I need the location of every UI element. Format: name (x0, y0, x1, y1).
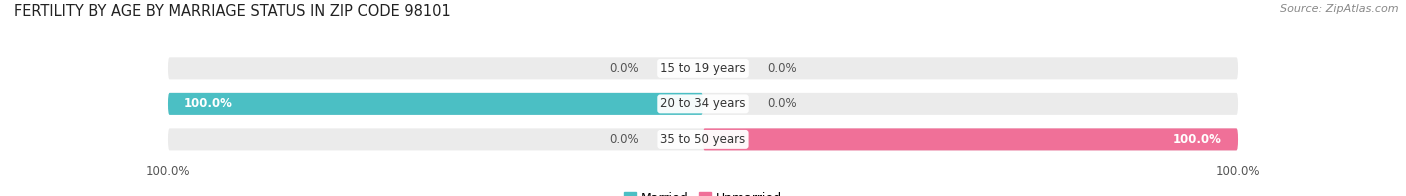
Text: 100.0%: 100.0% (184, 97, 233, 110)
FancyBboxPatch shape (703, 128, 1239, 150)
Text: 35 to 50 years: 35 to 50 years (661, 133, 745, 146)
Text: 0.0%: 0.0% (768, 97, 797, 110)
Text: 20 to 34 years: 20 to 34 years (661, 97, 745, 110)
Text: 0.0%: 0.0% (768, 62, 797, 75)
FancyBboxPatch shape (167, 57, 1239, 79)
Text: 100.0%: 100.0% (1173, 133, 1222, 146)
Text: Source: ZipAtlas.com: Source: ZipAtlas.com (1281, 4, 1399, 14)
Text: 0.0%: 0.0% (609, 133, 638, 146)
Text: 15 to 19 years: 15 to 19 years (661, 62, 745, 75)
FancyBboxPatch shape (167, 128, 1239, 150)
FancyBboxPatch shape (167, 93, 703, 115)
FancyBboxPatch shape (167, 93, 1239, 115)
Text: FERTILITY BY AGE BY MARRIAGE STATUS IN ZIP CODE 98101: FERTILITY BY AGE BY MARRIAGE STATUS IN Z… (14, 4, 451, 19)
Legend: Married, Unmarried: Married, Unmarried (624, 192, 782, 196)
Text: 0.0%: 0.0% (609, 62, 638, 75)
